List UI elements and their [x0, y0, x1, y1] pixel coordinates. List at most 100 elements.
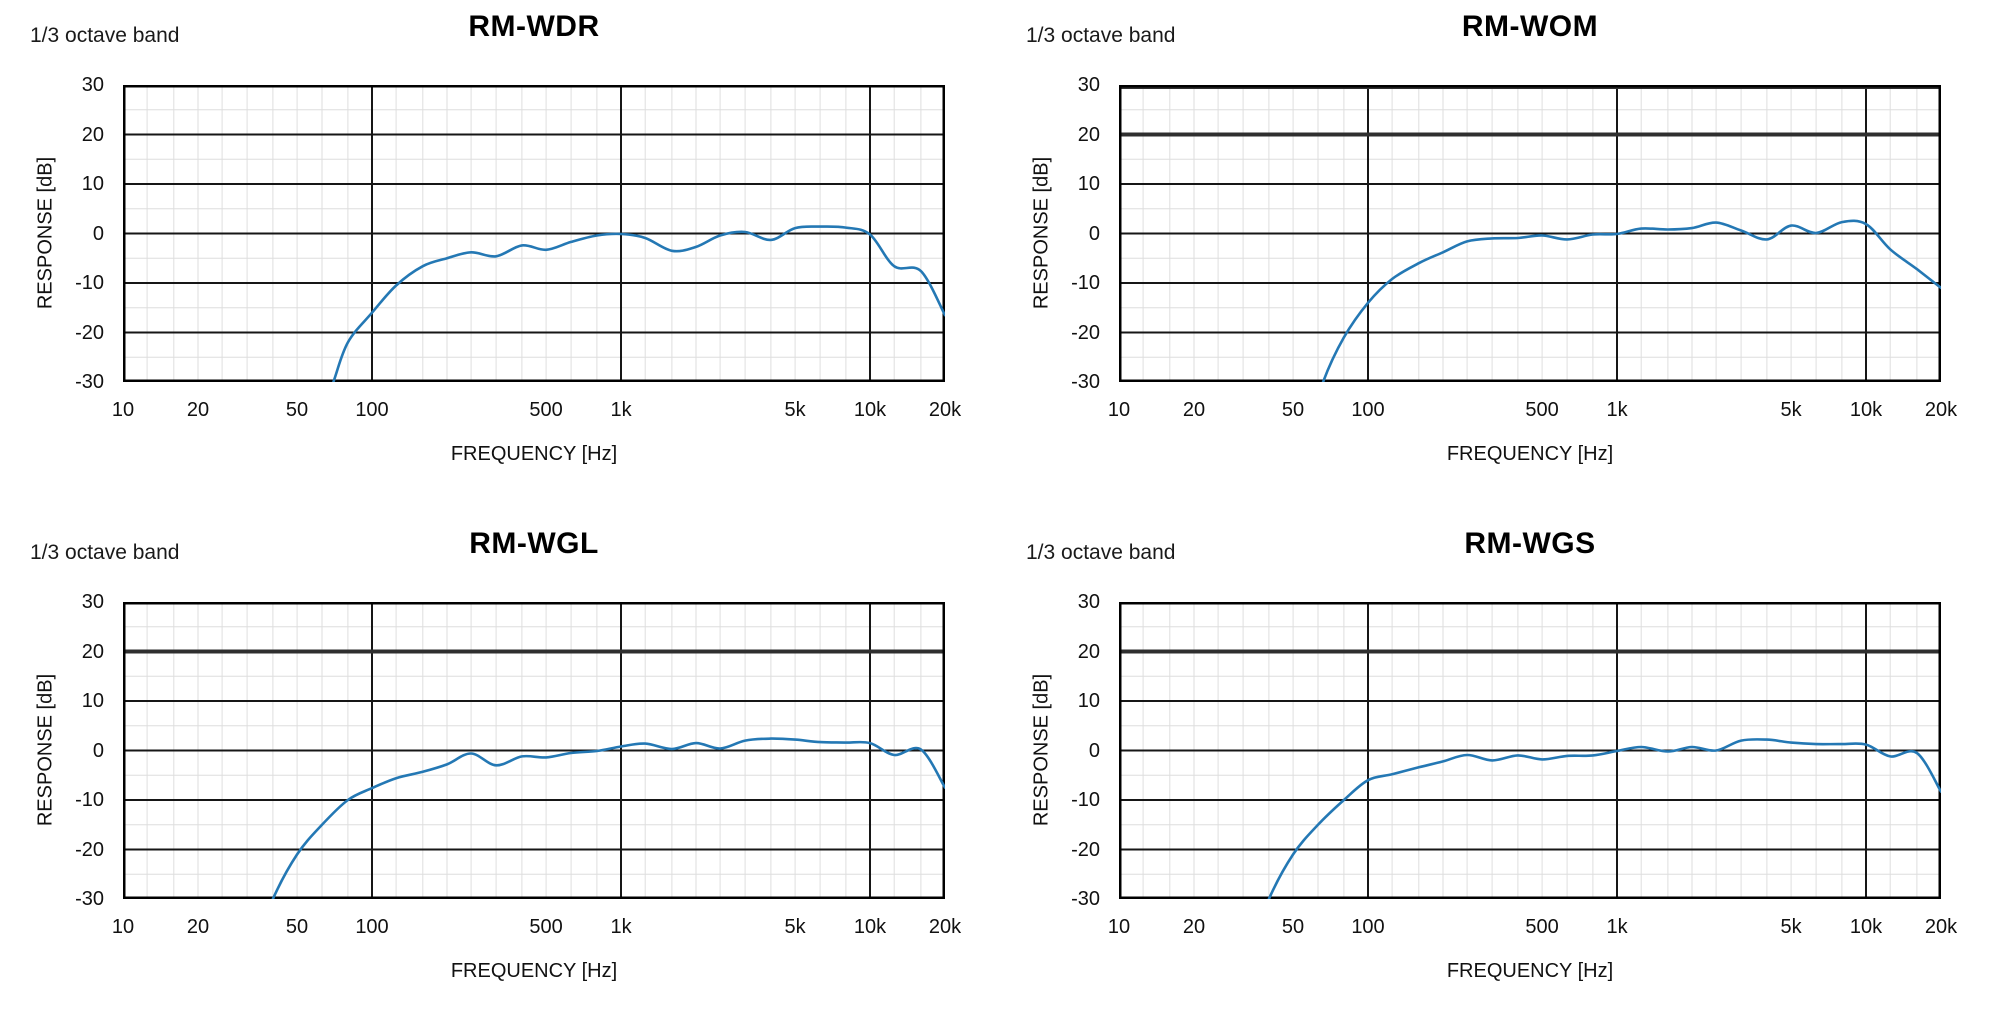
plot-svg — [1119, 85, 1941, 382]
plot-svg — [123, 602, 945, 899]
plot-border — [123, 602, 945, 899]
y-tick-label: -30 — [75, 371, 104, 393]
y-tick-label: 0 — [92, 739, 104, 762]
chart-title: RM-WGS — [1464, 527, 1596, 560]
chart-block-rm-wom: 1/3 octave band RM-WOM RESPONSE [dB] FRE… — [996, 0, 1996, 500]
x-tick-label: 500 — [1525, 399, 1559, 421]
x-tick-label: 10k — [1849, 916, 1883, 938]
x-axis-label: FREQUENCY [Hz] — [1446, 960, 1614, 982]
x-tick-label: 1k — [1606, 916, 1628, 938]
y-tick-label: 20 — [1077, 640, 1100, 663]
x-tick-label: 50 — [285, 399, 309, 421]
x-tick-label: 10k — [1849, 399, 1883, 421]
x-tick-label: 20k — [928, 916, 962, 938]
plot-border — [1119, 85, 1941, 382]
y-tick-label: -10 — [75, 789, 104, 811]
x-tick-label: 1k — [1606, 399, 1628, 421]
plot-svg — [123, 85, 945, 382]
thick-gridlines — [1119, 85, 1941, 137]
y-tick-label: 10 — [81, 173, 104, 195]
x-axis-label: FREQUENCY [Hz] — [450, 443, 618, 465]
chart-block-rm-wdr: 1/3 octave band RM-WDR RESPONSE [dB] FRE… — [0, 0, 1000, 500]
chart-title: RM-WDR — [468, 10, 600, 43]
y-tick-label: -30 — [1071, 371, 1100, 393]
y-tick-label: 20 — [81, 123, 104, 146]
plot-area — [123, 85, 945, 382]
x-tick-label: 500 — [529, 916, 563, 938]
grid-major — [123, 602, 945, 899]
x-tick-label: 100 — [1351, 916, 1385, 938]
octave-band-label: 1/3 octave band — [30, 541, 180, 564]
y-tick-label: 0 — [92, 222, 104, 245]
x-tick-label: 100 — [355, 399, 389, 421]
chart-block-rm-wgl: 1/3 octave band RM-WGL RESPONSE [dB] FRE… — [0, 517, 1000, 1017]
y-tick-label: 0 — [1088, 739, 1100, 762]
plot-area — [1119, 602, 1941, 899]
plot-svg — [1119, 602, 1941, 899]
x-tick-label: 20k — [1924, 399, 1958, 421]
response-curve — [1321, 219, 1941, 382]
x-tick-label: 5k — [1780, 399, 1802, 421]
response-curve — [1267, 738, 1941, 899]
x-tick-label: 5k — [784, 916, 806, 938]
chart-block-rm-wgs: 1/3 octave band RM-WGS RESPONSE [dB] FRE… — [996, 517, 1996, 1017]
y-tick-label: 10 — [1077, 690, 1100, 712]
octave-band-label: 1/3 octave band — [30, 24, 180, 47]
y-tick-label: -20 — [1071, 321, 1100, 344]
x-axis-label: FREQUENCY [Hz] — [1446, 443, 1614, 465]
plot-area — [1119, 85, 1941, 382]
x-tick-label: 5k — [1780, 916, 1802, 938]
x-tick-label: 10 — [1107, 916, 1131, 938]
y-tick-label: 30 — [81, 591, 104, 613]
octave-band-label: 1/3 octave band — [1026, 24, 1176, 47]
x-tick-label: 100 — [1351, 399, 1385, 421]
plot-area — [123, 602, 945, 899]
x-tick-label: 1k — [610, 916, 632, 938]
y-tick-label: 20 — [1077, 123, 1100, 146]
y-tick-label: 10 — [81, 690, 104, 712]
y-tick-label: 10 — [1077, 173, 1100, 195]
x-tick-label: 100 — [355, 916, 389, 938]
plot-border — [123, 85, 945, 382]
x-tick-label: 500 — [1525, 916, 1559, 938]
grid-major — [1119, 602, 1941, 899]
x-tick-label: 10 — [1107, 399, 1131, 421]
y-tick-label: -20 — [75, 838, 104, 861]
y-tick-label: -10 — [75, 272, 104, 294]
x-tick-label: 20 — [186, 916, 210, 938]
x-tick-label: 20 — [1182, 916, 1206, 938]
y-tick-label: 30 — [81, 74, 104, 96]
chart-title: RM-WGL — [469, 527, 599, 560]
chart-title: RM-WOM — [1461, 10, 1599, 43]
x-tick-label: 10k — [853, 916, 887, 938]
x-tick-label: 10 — [111, 916, 135, 938]
x-tick-label: 10 — [111, 399, 135, 421]
y-tick-label: -30 — [75, 888, 104, 910]
x-tick-label: 50 — [1281, 399, 1305, 421]
x-tick-label: 20 — [1182, 399, 1206, 421]
x-tick-label: 500 — [529, 399, 563, 421]
y-tick-label: -30 — [1071, 888, 1100, 910]
x-tick-label: 20k — [928, 399, 962, 421]
y-tick-label: 0 — [1088, 222, 1100, 245]
x-tick-label: 50 — [285, 916, 309, 938]
response-curve — [271, 737, 945, 899]
x-tick-label: 10k — [853, 399, 887, 421]
x-tick-label: 50 — [1281, 916, 1305, 938]
y-tick-label: 30 — [1077, 591, 1100, 613]
x-axis-label: FREQUENCY [Hz] — [450, 960, 618, 982]
y-tick-label: 20 — [81, 640, 104, 663]
x-tick-label: 1k — [610, 399, 632, 421]
grid-major — [123, 85, 945, 382]
y-tick-label: -10 — [1071, 272, 1100, 294]
plot-border — [1119, 602, 1941, 899]
x-tick-label: 20 — [186, 399, 210, 421]
x-tick-label: 20k — [1924, 916, 1958, 938]
y-tick-label: -20 — [75, 321, 104, 344]
octave-band-label: 1/3 octave band — [1026, 541, 1176, 564]
y-tick-label: 30 — [1077, 74, 1100, 96]
x-tick-label: 5k — [784, 399, 806, 421]
y-tick-label: -20 — [1071, 838, 1100, 861]
response-curve — [332, 225, 945, 382]
